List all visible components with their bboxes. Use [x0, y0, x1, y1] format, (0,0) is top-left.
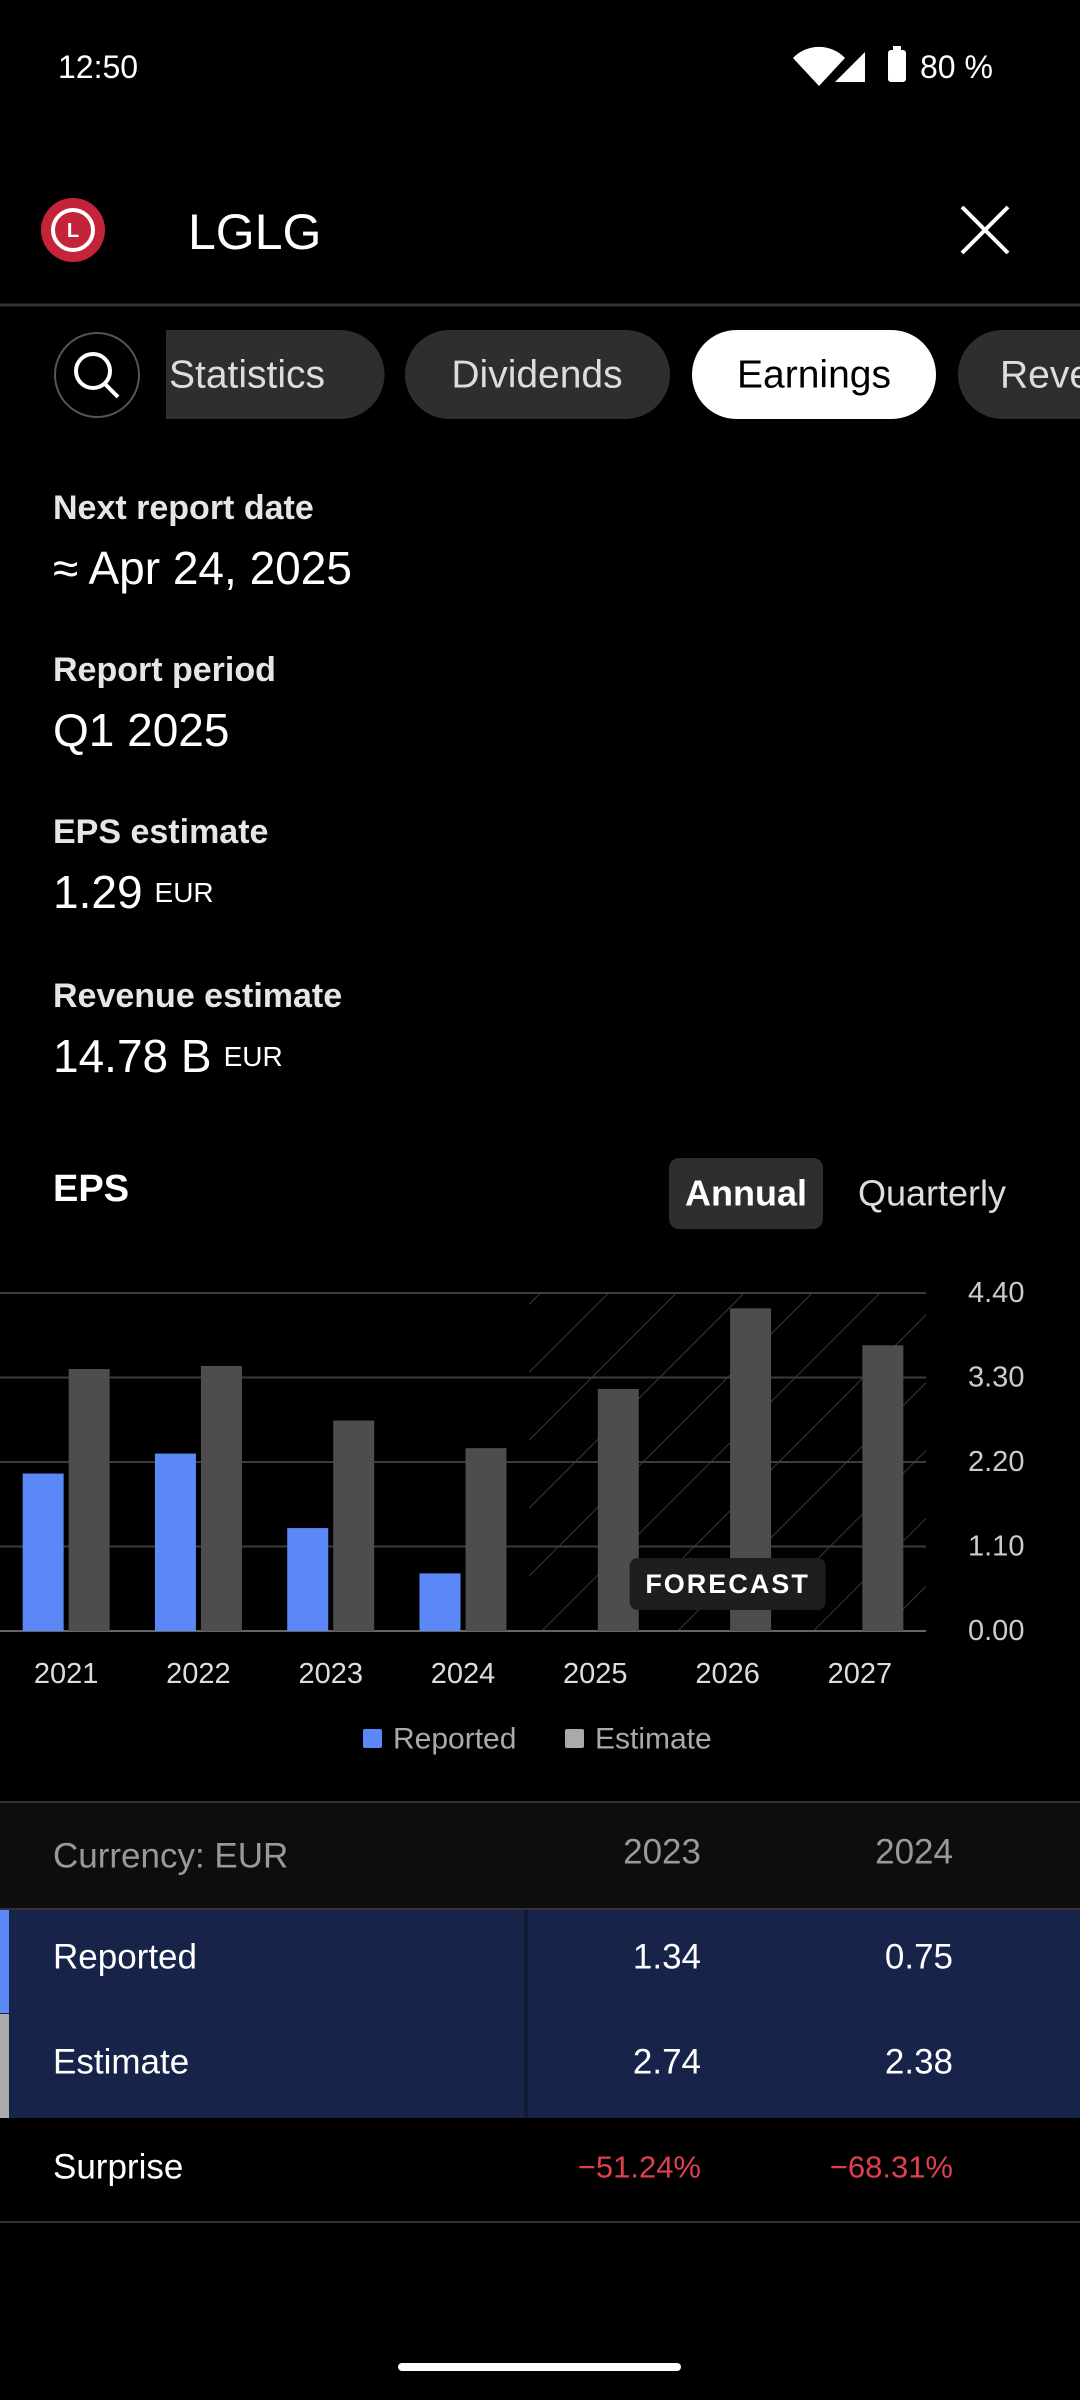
table-cell: Surprise: [53, 2148, 183, 2187]
info-value: 1.29 EUR: [53, 866, 214, 918]
toggle-option[interactable]: Quarterly: [845, 1158, 1020, 1229]
legend-label: Estimate: [595, 1723, 712, 1756]
info-value: Q1 2025: [53, 704, 229, 756]
toggle-option-active[interactable]: Annual: [669, 1158, 823, 1229]
status-icons: [793, 46, 906, 86]
bar: [862, 1345, 904, 1631]
table-cell: Reported: [53, 1938, 197, 1977]
info-label: Revenue estimate: [53, 977, 342, 1015]
legend-label: Reported: [393, 1723, 516, 1756]
y-tick-label: 0.00: [968, 1615, 1024, 1647]
tab-label: Dividends: [451, 354, 622, 397]
bar: [154, 1453, 196, 1631]
table-cell: Estimate: [53, 2043, 189, 2082]
y-tick-label: 3.30: [968, 1362, 1024, 1394]
tab[interactable]: Revenue: [958, 330, 1080, 419]
x-tick-label: 2025: [563, 1658, 628, 1690]
y-tick-label: 4.40: [968, 1277, 1024, 1309]
table-cell: 0.75: [885, 1938, 953, 1977]
info-label: EPS estimate: [53, 813, 268, 851]
x-tick-label: 2023: [298, 1658, 363, 1690]
tab[interactable]: Statistics: [166, 330, 385, 419]
unit: EUR: [155, 877, 214, 908]
table-cell: 2.74: [633, 2043, 701, 2082]
earnings-table: Currency: EUR 2023 2024 Reported 1.34 0.…: [0, 1801, 1080, 2223]
table-header: 2024: [875, 1833, 953, 1872]
svg-text:L: L: [67, 220, 79, 242]
bar: [419, 1573, 461, 1631]
annotation-box: [629, 1558, 826, 1610]
tab-label: Earnings: [737, 354, 891, 397]
eps-chart: 0.00 1.10 2.20 3.30 4.40 2021 2022 2023 2024 2025…: [0, 1277, 1024, 1756]
bar: [200, 1365, 242, 1631]
x-tick-label: 2026: [695, 1658, 760, 1690]
logo: L: [41, 198, 105, 262]
x-tick-label: 2022: [166, 1658, 231, 1690]
x-tick-label: 2027: [828, 1658, 893, 1690]
search-button[interactable]: [54, 332, 140, 418]
tab-label: Statistics: [169, 354, 325, 397]
home-indicator: [398, 2363, 681, 2371]
chart-title: EPS: [53, 1168, 129, 1210]
x-tick-label: 2021: [34, 1658, 99, 1690]
info-label: Next report date: [53, 489, 314, 527]
toggle-label: Annual: [685, 1173, 807, 1214]
bar: [333, 1420, 375, 1631]
tab[interactable]: Dividends: [405, 330, 670, 419]
info-label: Report period: [53, 651, 276, 689]
y-tick-label: 2.20: [968, 1446, 1024, 1478]
status-battery: 80 %: [920, 49, 993, 85]
y-tick-label: 1.10: [968, 1531, 1024, 1563]
bar: [465, 1448, 507, 1631]
legend-swatch: [363, 1729, 382, 1748]
table-header: 2023: [623, 1833, 701, 1872]
bar: [287, 1528, 329, 1631]
table-cell: 2.38: [885, 2043, 953, 2082]
info-value: 14.78 B EUR: [53, 1030, 283, 1082]
bar: [22, 1473, 64, 1631]
status-time: 12:50: [58, 49, 138, 85]
table-cell: −68.31%: [830, 2150, 953, 2185]
bar: [68, 1369, 110, 1631]
tab-label: Revenue: [1000, 354, 1080, 397]
table-cell: −51.24%: [578, 2150, 701, 2185]
table-header: Currency: EUR: [53, 1837, 288, 1876]
close-button[interactable]: [950, 195, 1020, 265]
header-title: LGLG: [188, 204, 321, 260]
annotation: FORECAST: [645, 1569, 810, 1599]
info-value: ≈ Apr 24, 2025: [53, 542, 352, 594]
tab-active[interactable]: Earnings: [692, 330, 936, 419]
x-tick-label: 2024: [431, 1658, 496, 1690]
toggle-label: Quarterly: [858, 1173, 1006, 1214]
legend-swatch: [565, 1729, 584, 1748]
table-cell: 1.34: [633, 1938, 701, 1977]
unit: EUR: [224, 1041, 283, 1072]
value: 1.29: [53, 866, 143, 918]
value: 14.78 B: [53, 1030, 212, 1082]
